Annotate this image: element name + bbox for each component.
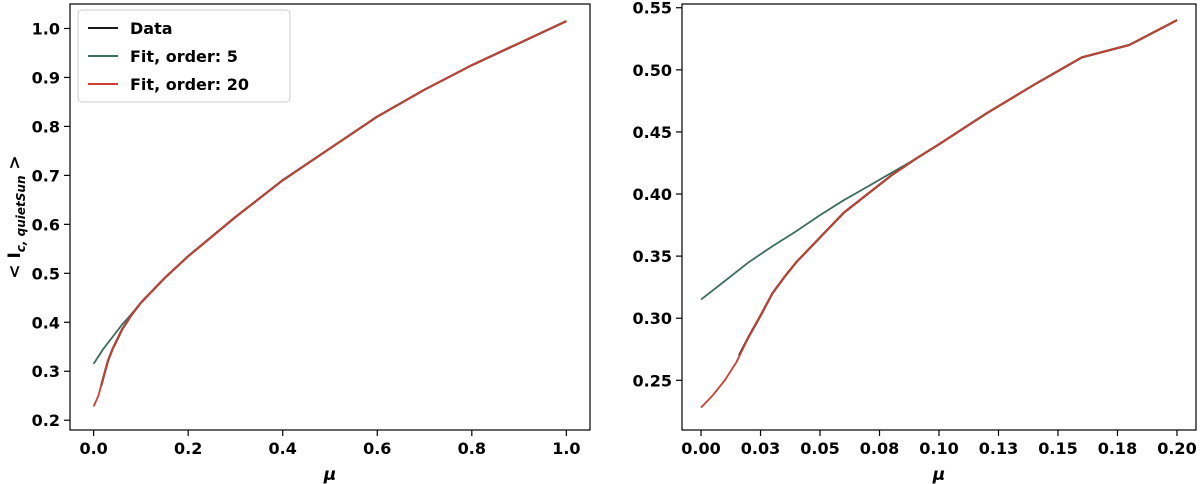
right-y-tick-label: 0.25 bbox=[633, 371, 672, 390]
left-x-tick-label: 0.2 bbox=[174, 439, 202, 458]
legend-label-0: Data bbox=[130, 19, 173, 38]
left-x-tick-label: 0.8 bbox=[458, 439, 486, 458]
left-series-line-2 bbox=[92, 20, 567, 407]
right-chart: 0.00 0.03 0.05 0.08 0.10 0.13 0.15 0.18 0.20 0.2… bbox=[633, 0, 1197, 484]
left-y-ticks: 0.2 0.3 0.4 0.5 0.6 0.7 0.8 0.9 1.0 bbox=[32, 19, 70, 430]
left-x-tick-label: 0.4 bbox=[269, 439, 297, 458]
left-y-tick-label: 0.5 bbox=[32, 264, 60, 283]
legend-box bbox=[77, 9, 291, 103]
right-x-ticks: 0.00 0.03 0.05 0.08 0.10 0.13 0.15 0.18 0.20 bbox=[681, 430, 1197, 458]
right-y-tick-label: 0.55 bbox=[633, 0, 672, 18]
right-x-tick-label: 0.15 bbox=[1038, 439, 1077, 458]
right-x-tick-label: 0.13 bbox=[979, 439, 1018, 458]
right-y-tick-label: 0.50 bbox=[633, 61, 672, 80]
right-x-axis-label: μ bbox=[932, 465, 946, 484]
right-x-tick-label: 0.03 bbox=[741, 439, 780, 458]
right-series-line-2 bbox=[700, 19, 1178, 409]
legend-label-2: Fit, order: 20 bbox=[130, 75, 249, 94]
left-y-tick-label: 0.6 bbox=[32, 215, 60, 234]
left-y-tick-label: 0.7 bbox=[32, 166, 60, 185]
left-y-tick-label: 0.8 bbox=[32, 117, 60, 136]
right-x-tick-label: 0.00 bbox=[681, 439, 720, 458]
right-y-ticks: 0.25 0.30 0.35 0.40 0.45 0.50 0.55 bbox=[633, 0, 682, 390]
left-y-tick-label: 0.4 bbox=[32, 313, 60, 332]
right-y-tick-label: 0.35 bbox=[633, 247, 672, 266]
right-x-tick-label: 0.08 bbox=[860, 439, 899, 458]
left-y-axis-label-subscript: c, quietSun bbox=[14, 175, 28, 252]
left-x-tick-label: 0.6 bbox=[363, 439, 391, 458]
right-series-line-0 bbox=[738, 19, 1178, 357]
left-chart: 0.0 0.2 0.4 0.6 0.8 1.0 0.2 0.3 0.4 0.5 0.6 0.7 0.8… bbox=[5, 3, 591, 484]
right-x-tick-label: 0.18 bbox=[1098, 439, 1137, 458]
left-y-axis-label: < Ic, quietSun > bbox=[5, 155, 28, 278]
right-y-tick-label: 0.45 bbox=[633, 123, 672, 142]
left-plot-lines bbox=[92, 20, 567, 407]
right-series-line-1 bbox=[700, 19, 1178, 301]
right-plot-lines bbox=[700, 19, 1178, 409]
right-x-tick-label: 0.20 bbox=[1157, 439, 1196, 458]
left-y-tick-label: 1.0 bbox=[32, 19, 60, 38]
right-y-tick-label: 0.30 bbox=[633, 309, 672, 328]
left-y-tick-label: 0.3 bbox=[32, 362, 60, 381]
left-y-tick-label: 0.2 bbox=[32, 411, 60, 430]
right-y-tick-label: 0.40 bbox=[633, 185, 672, 204]
legend: Data Fit, order: 5 Fit, order: 20 bbox=[77, 9, 291, 103]
left-plot-frame bbox=[69, 3, 591, 431]
right-x-tick-label: 0.05 bbox=[800, 439, 839, 458]
left-x-tick-label: 0.0 bbox=[79, 439, 107, 458]
left-x-ticks: 0.0 0.2 0.4 0.6 0.8 1.0 bbox=[79, 430, 581, 458]
left-y-axis-label-main: < I bbox=[5, 252, 25, 279]
legend-label-1: Fit, order: 5 bbox=[130, 47, 238, 66]
left-y-tick-label: 0.9 bbox=[32, 68, 60, 87]
right-x-tick-label: 0.10 bbox=[919, 439, 958, 458]
left-y-axis-label-suffix: > bbox=[5, 155, 25, 175]
right-plot-frame bbox=[681, 3, 1197, 431]
left-x-tick-label: 1.0 bbox=[552, 439, 580, 458]
left-x-axis-label: μ bbox=[323, 465, 337, 484]
